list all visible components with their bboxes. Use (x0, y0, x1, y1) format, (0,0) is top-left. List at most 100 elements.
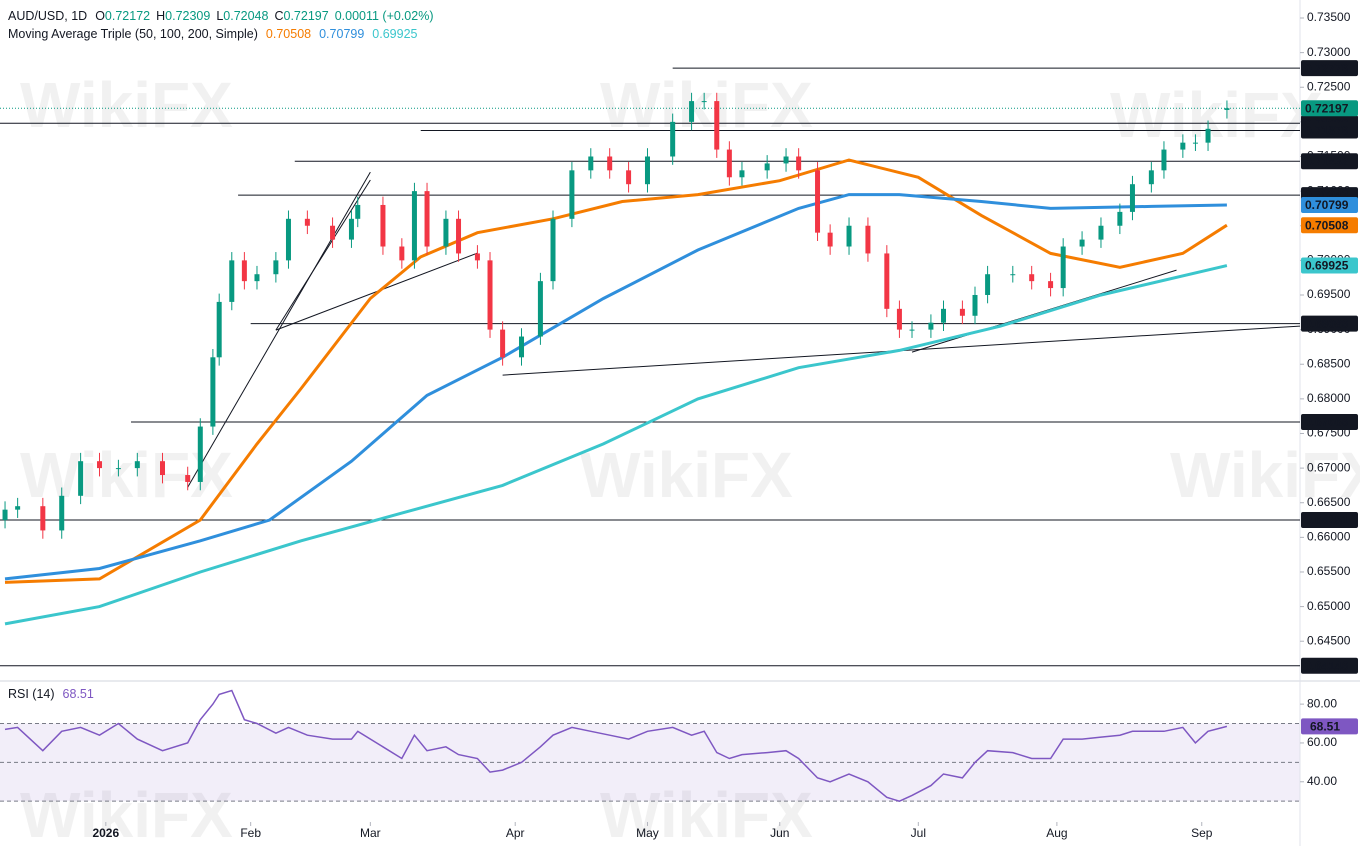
candle-body (487, 260, 493, 330)
candle-body (40, 506, 46, 531)
x-tick-label: May (636, 826, 659, 840)
ohlc-value: 0.72309 (165, 9, 210, 23)
candle-body (972, 294, 978, 316)
candle-body (424, 191, 430, 247)
candle-body (537, 281, 543, 337)
candle-body (1060, 246, 1066, 289)
candle-body (443, 218, 449, 247)
price-label: 0.71432 (1305, 154, 1349, 168)
candle-body (273, 260, 279, 275)
x-tick-label: Mar (360, 826, 381, 840)
header-line: Moving Average Triple (50, 100, 200, Sim… (8, 27, 418, 41)
price-label-box (1301, 413, 1358, 430)
candle-body (626, 170, 632, 185)
ohlc-key: C (274, 9, 283, 23)
price-label: 0.64146 (1305, 659, 1349, 673)
candle-body (644, 156, 650, 185)
x-tick-label: Jul (911, 826, 926, 840)
candle-body (764, 163, 770, 171)
candle-body (474, 253, 480, 261)
candle-body (670, 121, 676, 157)
candle-body (827, 232, 833, 247)
candle-body (985, 274, 991, 295)
price-label: 0.72197 (1305, 101, 1349, 115)
candle-body (456, 218, 462, 254)
watermark: WikiFX (20, 69, 233, 141)
price-label: 0.70799 (1305, 198, 1349, 212)
y-tick-label: 0.65500 (1307, 564, 1351, 578)
candle-body (59, 495, 65, 531)
moving-average (4, 193, 1227, 581)
watermarks: WikiFX WikiFX WikiFX WikiFX WikiFX WikiF… (20, 69, 1360, 846)
ohlc-value: 0.72048 (223, 9, 268, 23)
candle-body (896, 308, 902, 330)
watermark: WikiFX (580, 439, 793, 511)
candle-body (348, 218, 354, 240)
y-tick-label: 0.65000 (1307, 599, 1351, 613)
ma-value: 0.70508 (266, 27, 311, 41)
y-tick-label: 0.68000 (1307, 391, 1351, 405)
candle-body (1148, 170, 1154, 185)
ohlc-value: 0.72172 (105, 9, 150, 23)
candle-body (884, 253, 890, 309)
candle-body (216, 301, 222, 358)
candle-body (815, 170, 821, 233)
watermark: WikiFX (20, 779, 233, 846)
rsi-tick-label: 80.00 (1307, 696, 1337, 710)
symbol: AUD/USD, 1D (8, 9, 87, 23)
x-tick-label: Aug (1046, 826, 1067, 840)
trendline (187, 171, 371, 488)
y-tick-label: 0.73000 (1307, 45, 1351, 59)
candle-body (78, 461, 84, 496)
candle-body (726, 149, 732, 178)
watermark: WikiFX (1170, 439, 1360, 511)
candle-body (1010, 274, 1016, 276)
price-label-box (1301, 197, 1358, 214)
price-label: 0.70508 (1305, 218, 1349, 232)
candle-body (500, 329, 506, 358)
ma-value: 0.70799 (319, 27, 364, 41)
price-label-box (1301, 257, 1358, 274)
price-label: 0.69925 (1305, 259, 1349, 273)
x-tick-label: Feb (240, 826, 261, 840)
price-label-box (1301, 100, 1358, 117)
watermark: WikiFX (20, 439, 233, 511)
candle-body (254, 274, 260, 282)
candle-body (1205, 128, 1211, 143)
candle-body (1098, 225, 1104, 240)
candle-body (115, 468, 121, 470)
price-label-box (1301, 60, 1358, 77)
candle-body (1180, 142, 1186, 150)
ohlc-key: H (156, 9, 165, 23)
candle-body (1048, 281, 1054, 289)
rsi-label-box (1301, 718, 1358, 735)
candle-body (1224, 108, 1230, 110)
rsi-header: RSI (14) 68.51 (8, 687, 94, 701)
candle-body (285, 218, 291, 261)
candle-body (588, 156, 594, 171)
rsi-value: 68.51 (63, 687, 94, 701)
rsi-band (0, 723, 1300, 802)
candle-body (210, 357, 216, 427)
price-label: 0.69086 (1305, 317, 1349, 331)
x-tick-label: 2026 (92, 826, 119, 840)
rsi-value-label: 68.51 (1310, 720, 1340, 734)
candle-body (865, 225, 871, 254)
ohlc-key: O (95, 9, 105, 23)
candle-body (1129, 184, 1135, 212)
candle-body (411, 191, 417, 261)
candle-body (959, 308, 965, 316)
candle-body (714, 101, 720, 150)
rsi-line (4, 689, 1228, 803)
candle-body (846, 225, 852, 247)
moving-average (4, 264, 1228, 626)
candle-body (607, 156, 613, 171)
rsi-tick-label: 40.00 (1307, 774, 1337, 788)
y-tick-label: 0.73500 (1307, 10, 1351, 24)
x-tick-label: Apr (506, 826, 525, 840)
price-label-box (1301, 153, 1358, 170)
ohlc-key: L (216, 9, 223, 23)
candle-body (15, 506, 21, 510)
price-label-box (1301, 217, 1358, 234)
